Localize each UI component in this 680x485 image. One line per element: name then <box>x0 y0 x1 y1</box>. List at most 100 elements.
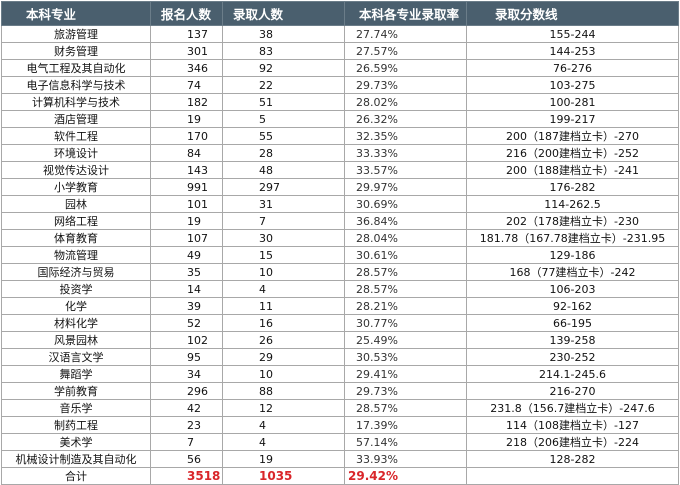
cell-admitted: 19 <box>222 450 345 468</box>
cell-applicants: 7 <box>150 433 223 451</box>
table-row: 电子信息科学与技术 74 22 29.73% 103-275 <box>1 76 679 94</box>
cell-admitted: 22 <box>222 76 345 94</box>
cell-major: 园林 <box>1 195 151 213</box>
cell-score: 231.8（156.7建档立卡）-247.6 <box>466 399 679 417</box>
cell-rate: 26.59% <box>344 59 467 77</box>
table-row: 汉语言文学 95 29 30.53% 230-252 <box>1 348 679 366</box>
cell-score: 155-244 <box>466 25 679 43</box>
cell-admitted: 11 <box>222 297 345 315</box>
cell-admitted: 4 <box>222 280 345 298</box>
cell-applicants: 84 <box>150 144 223 162</box>
cell-major: 风景园林 <box>1 331 151 349</box>
total-row: 合计 3518 1035 29.42% <box>1 467 679 485</box>
cell-rate: 28.21% <box>344 297 467 315</box>
total-rate: 29.42% <box>344 467 467 485</box>
cell-score: 128-282 <box>466 450 679 468</box>
table-row: 物流管理 49 15 30.61% 129-186 <box>1 246 679 264</box>
cell-rate: 25.49% <box>344 331 467 349</box>
cell-score: 129-186 <box>466 246 679 264</box>
cell-rate: 36.84% <box>344 212 467 230</box>
cell-score: 76-276 <box>466 59 679 77</box>
table-row: 园林 101 31 30.69% 114-262.5 <box>1 195 679 213</box>
cell-score: 176-282 <box>466 178 679 196</box>
cell-applicants: 39 <box>150 297 223 315</box>
cell-score: 168（77建档立卡）-242 <box>466 263 679 281</box>
cell-applicants: 34 <box>150 365 223 383</box>
cell-score: 200（188建档立卡）-241 <box>466 161 679 179</box>
cell-admitted: 12 <box>222 399 345 417</box>
cell-major: 学前教育 <box>1 382 151 400</box>
cell-score: 218（206建档立卡）-224 <box>466 433 679 451</box>
cell-rate: 27.57% <box>344 42 467 60</box>
cell-applicants: 991 <box>150 178 223 196</box>
cell-rate: 28.02% <box>344 93 467 111</box>
cell-major: 音乐学 <box>1 399 151 417</box>
cell-score: 216-270 <box>466 382 679 400</box>
table-row: 酒店管理 19 5 26.32% 199-217 <box>1 110 679 128</box>
cell-rate: 57.14% <box>344 433 467 451</box>
cell-admitted: 83 <box>222 42 345 60</box>
cell-rate: 30.77% <box>344 314 467 332</box>
cell-major: 计算机科学与技术 <box>1 93 151 111</box>
cell-applicants: 14 <box>150 280 223 298</box>
cell-rate: 33.93% <box>344 450 467 468</box>
cell-applicants: 182 <box>150 93 223 111</box>
cell-applicants: 301 <box>150 42 223 60</box>
cell-score: 181.78（167.78建档立卡）-231.95 <box>466 229 679 247</box>
table-row: 电气工程及其自动化 346 92 26.59% 76-276 <box>1 59 679 77</box>
table-body: 旅游管理 137 38 27.74% 155-244 财务管理 301 83 27.57% 144… <box>1 25 679 468</box>
header-row: 本科专业 报名人数 录取人数 本科各专业录取率 录取分数线 <box>1 1 679 26</box>
cell-score: 100-281 <box>466 93 679 111</box>
cell-score: 114（108建档立卡）-127 <box>466 416 679 434</box>
cell-major: 舞蹈学 <box>1 365 151 383</box>
cell-score: 106-203 <box>466 280 679 298</box>
cell-score: 199-217 <box>466 110 679 128</box>
cell-applicants: 19 <box>150 212 223 230</box>
cell-applicants: 137 <box>150 25 223 43</box>
header-applicants: 报名人数 <box>150 1 223 26</box>
cell-score: 139-258 <box>466 331 679 349</box>
cell-admitted: 4 <box>222 416 345 434</box>
table-row: 软件工程 170 55 32.35% 200（187建档立卡）-270 <box>1 127 679 145</box>
table-row: 风景园林 102 26 25.49% 139-258 <box>1 331 679 349</box>
cell-admitted: 26 <box>222 331 345 349</box>
cell-admitted: 16 <box>222 314 345 332</box>
table-row: 视觉传达设计 143 48 33.57% 200（188建档立卡）-241 <box>1 161 679 179</box>
cell-major: 软件工程 <box>1 127 151 145</box>
cell-rate: 33.33% <box>344 144 467 162</box>
cell-major: 财务管理 <box>1 42 151 60</box>
cell-admitted: 51 <box>222 93 345 111</box>
cell-major: 制药工程 <box>1 416 151 434</box>
cell-major: 网络工程 <box>1 212 151 230</box>
cell-rate: 27.74% <box>344 25 467 43</box>
cell-applicants: 296 <box>150 382 223 400</box>
cell-admitted: 7 <box>222 212 345 230</box>
cell-rate: 17.39% <box>344 416 467 434</box>
table-row: 小学教育 991 297 29.97% 176-282 <box>1 178 679 196</box>
table-row: 机械设计制造及其自动化 56 19 33.93% 128-282 <box>1 450 679 468</box>
cell-applicants: 107 <box>150 229 223 247</box>
cell-admitted: 92 <box>222 59 345 77</box>
cell-applicants: 346 <box>150 59 223 77</box>
table-row: 音乐学 42 12 28.57% 231.8（156.7建档立卡）-247.6 <box>1 399 679 417</box>
cell-score: 114-262.5 <box>466 195 679 213</box>
cell-applicants: 170 <box>150 127 223 145</box>
cell-admitted: 29 <box>222 348 345 366</box>
cell-score: 144-253 <box>466 42 679 60</box>
cell-major: 材料化学 <box>1 314 151 332</box>
cell-score: 230-252 <box>466 348 679 366</box>
table-row: 学前教育 296 88 29.73% 216-270 <box>1 382 679 400</box>
cell-rate: 26.32% <box>344 110 467 128</box>
cell-major: 旅游管理 <box>1 25 151 43</box>
cell-applicants: 101 <box>150 195 223 213</box>
cell-rate: 28.04% <box>344 229 467 247</box>
cell-rate: 29.41% <box>344 365 467 383</box>
cell-rate: 28.57% <box>344 263 467 281</box>
table-row: 财务管理 301 83 27.57% 144-253 <box>1 42 679 60</box>
cell-major: 美术学 <box>1 433 151 451</box>
cell-admitted: 55 <box>222 127 345 145</box>
cell-applicants: 23 <box>150 416 223 434</box>
cell-admitted: 30 <box>222 229 345 247</box>
cell-applicants: 52 <box>150 314 223 332</box>
